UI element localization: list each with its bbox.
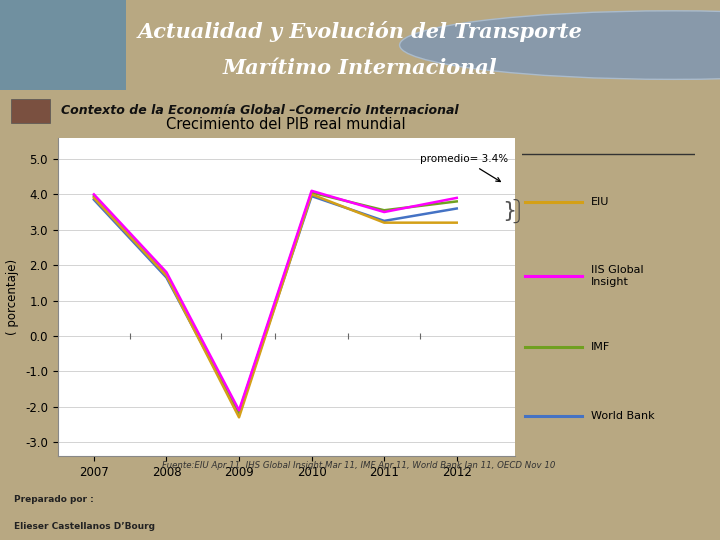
Text: Actualidad y Evolución del Transporte: Actualidad y Evolución del Transporte	[138, 21, 582, 42]
FancyBboxPatch shape	[0, 0, 126, 90]
Text: }: }	[502, 201, 516, 221]
Text: IIS Global
Insight: IIS Global Insight	[591, 265, 644, 287]
FancyBboxPatch shape	[11, 98, 50, 123]
Text: Elieser Castellanos D’Bourg: Elieser Castellanos D’Bourg	[14, 522, 156, 531]
Text: Marítimo Internacional: Marítimo Internacional	[222, 58, 498, 78]
Text: World Bank: World Bank	[591, 411, 654, 421]
Text: IMF: IMF	[591, 342, 611, 353]
Text: Preparado por :: Preparado por :	[14, 496, 94, 504]
Text: Fuente:EIU Apr 11, IHS Global Insight Mar 11, IMF Apr 11, World Bank Jan 11, OEC: Fuente:EIU Apr 11, IHS Global Insight Ma…	[161, 461, 555, 470]
Circle shape	[400, 11, 720, 79]
Title: Crecimiento del PIB real mundial: Crecimiento del PIB real mundial	[166, 117, 406, 132]
Text: Contexto de la Economía Global –Comercio Internacional: Contexto de la Economía Global –Comercio…	[61, 104, 459, 117]
Text: EIU: EIU	[591, 197, 610, 207]
Y-axis label: ( porcentaje): ( porcentaje)	[6, 259, 19, 335]
Text: promedio= 3.4%: promedio= 3.4%	[420, 154, 508, 181]
